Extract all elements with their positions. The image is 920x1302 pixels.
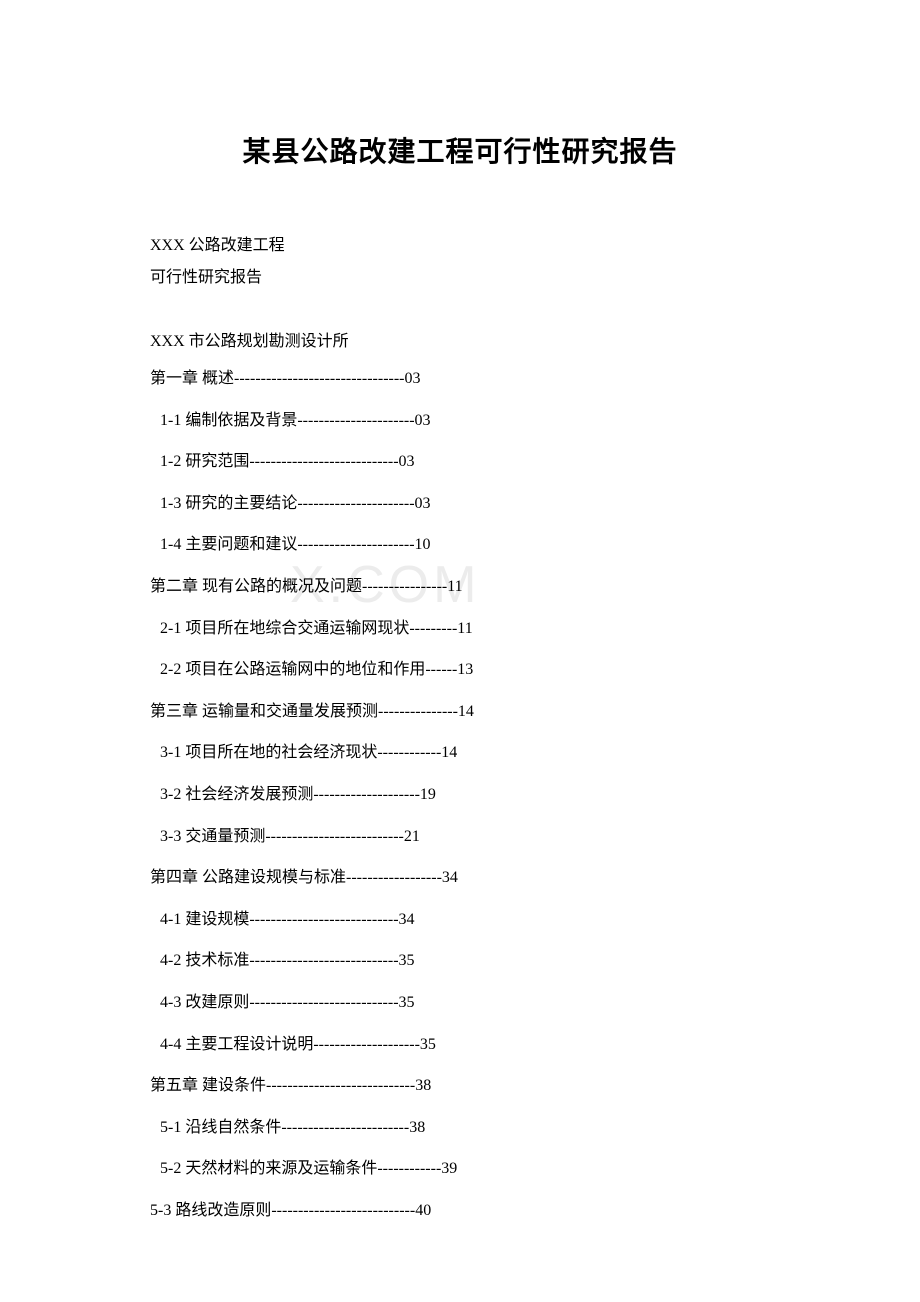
organization: XXX 市公路规划勘测设计所 <box>150 326 770 358</box>
toc-entry: 4-3 改建原则----------------------------35 <box>150 982 770 1024</box>
toc-entry: 第三章 运输量和交通量发展预测---------------14 <box>150 691 770 733</box>
toc-entry: 4-1 建设规模----------------------------34 <box>150 899 770 941</box>
toc-entry: 1-1 编制依据及背景----------------------03 <box>150 400 770 442</box>
document-type: 可行性研究报告 <box>150 262 770 294</box>
toc-entry: 3-2 社会经济发展预测--------------------19 <box>150 774 770 816</box>
toc-entry: 5-1 沿线自然条件------------------------38 <box>150 1107 770 1149</box>
toc-entry: 第一章 概述--------------------------------03 <box>150 358 770 400</box>
toc-entry: 第五章 建设条件----------------------------38 <box>150 1065 770 1107</box>
toc-entry: 1-2 研究范围----------------------------03 <box>150 441 770 483</box>
toc-entry: 3-3 交通量预测--------------------------21 <box>150 816 770 858</box>
project-name: XXX 公路改建工程 <box>150 230 770 262</box>
toc-entry: 4-4 主要工程设计说明--------------------35 <box>150 1024 770 1066</box>
toc-entry: 第四章 公路建设规模与标准------------------34 <box>150 857 770 899</box>
toc-entry: 第二章 现有公路的概况及问题----------------11 <box>150 566 770 608</box>
toc-entry: 1-3 研究的主要结论----------------------03 <box>150 483 770 525</box>
spacer <box>150 294 770 326</box>
toc-entry: 1-4 主要问题和建议----------------------10 <box>150 524 770 566</box>
toc-entry: 5-3 路线改造原则---------------------------40 <box>150 1190 770 1232</box>
table-of-contents: 第一章 概述--------------------------------03… <box>150 358 770 1231</box>
document-title: 某县公路改建工程可行性研究报告 <box>150 130 770 170</box>
toc-entry: 5-2 天然材料的来源及运输条件------------39 <box>150 1148 770 1190</box>
toc-entry: 2-1 项目所在地综合交通运输网现状---------11 <box>150 608 770 650</box>
toc-entry: 2-2 项目在公路运输网中的地位和作用------13 <box>150 649 770 691</box>
toc-entry: 3-1 项目所在地的社会经济现状------------14 <box>150 732 770 774</box>
toc-entry: 4-2 技术标准----------------------------35 <box>150 940 770 982</box>
document-content: 某县公路改建工程可行性研究报告 XXX 公路改建工程 可行性研究报告 XXX 市… <box>150 130 770 1231</box>
